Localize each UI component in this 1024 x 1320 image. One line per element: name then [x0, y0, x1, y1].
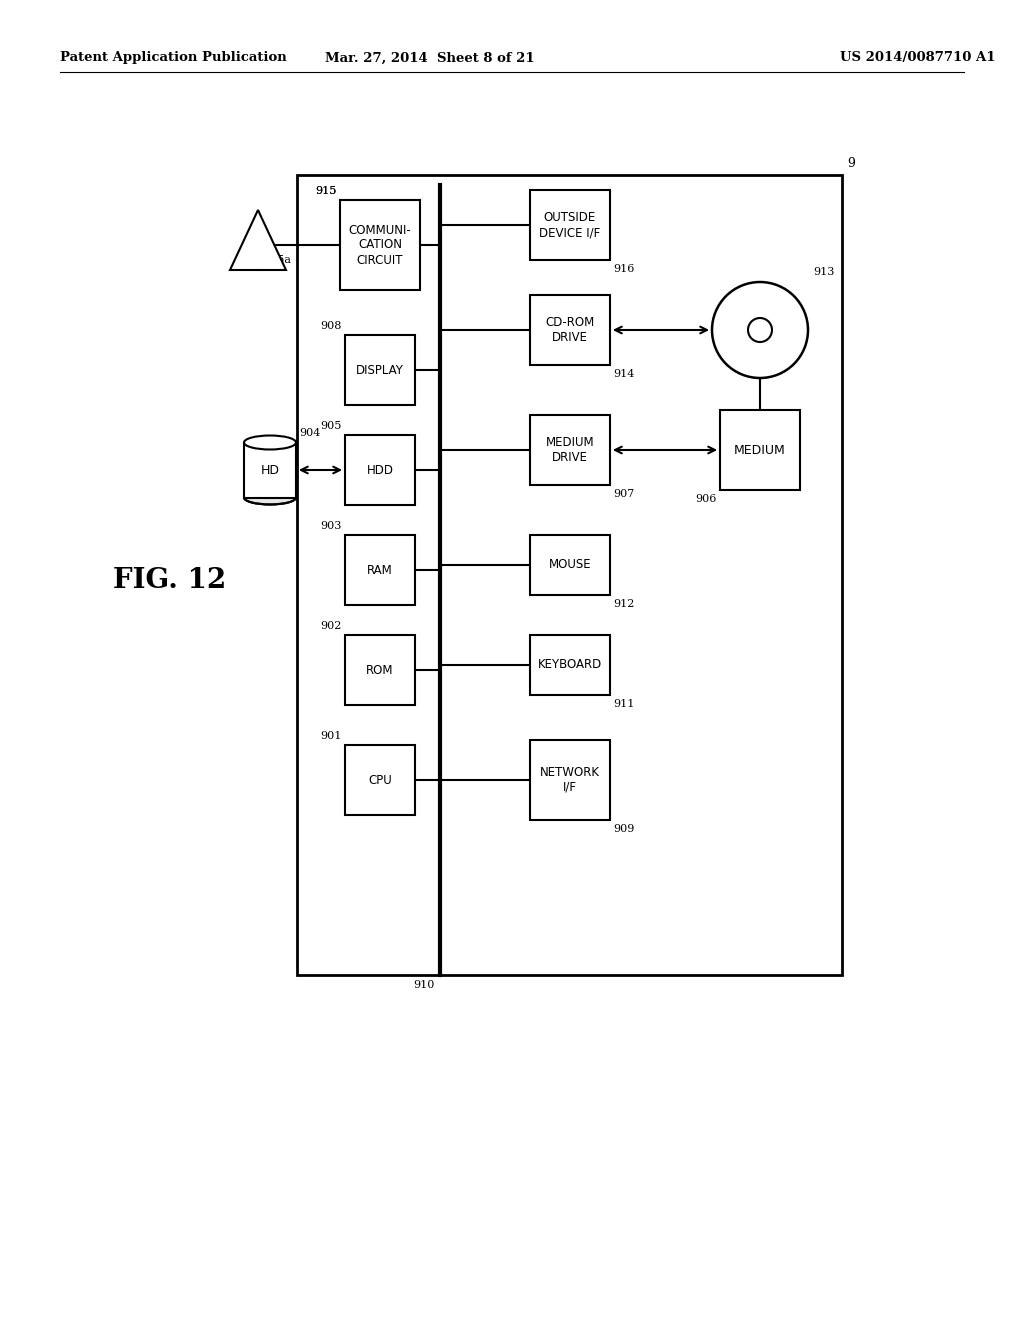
Text: MEDIUM: MEDIUM [734, 444, 785, 457]
Text: OUTSIDE
DEVICE I/F: OUTSIDE DEVICE I/F [540, 211, 601, 239]
Ellipse shape [712, 282, 808, 378]
Bar [244, 442, 296, 498]
Text: 910: 910 [414, 979, 435, 990]
Bar [345, 335, 415, 405]
Bar [340, 201, 420, 290]
Text: 913: 913 [813, 267, 835, 277]
Text: 911: 911 [613, 700, 635, 709]
Bar [297, 176, 842, 975]
Text: 905: 905 [321, 421, 342, 432]
Text: 902: 902 [321, 620, 342, 631]
Polygon shape [230, 210, 286, 271]
Text: 904: 904 [299, 429, 321, 438]
Text: 915: 915 [315, 186, 337, 195]
Text: MEDIUM
DRIVE: MEDIUM DRIVE [546, 436, 594, 465]
Bar [530, 414, 610, 484]
Bar [530, 635, 610, 696]
Text: DISPLAY: DISPLAY [356, 363, 403, 376]
Text: 908: 908 [321, 321, 342, 331]
Ellipse shape [748, 318, 772, 342]
Bar [345, 436, 415, 506]
Text: 901: 901 [321, 731, 342, 741]
Text: Patent Application Publication: Patent Application Publication [60, 51, 287, 65]
Ellipse shape [244, 436, 296, 450]
Bar [530, 294, 610, 366]
Text: 912: 912 [613, 599, 635, 609]
Bar [345, 535, 415, 605]
Text: 914: 914 [613, 370, 635, 379]
Bar [530, 741, 610, 820]
Text: MOUSE: MOUSE [549, 558, 591, 572]
Bar [345, 744, 415, 814]
Text: 907: 907 [613, 488, 634, 499]
Ellipse shape [244, 491, 296, 504]
Text: HDD: HDD [367, 463, 393, 477]
Text: CD-ROM
DRIVE: CD-ROM DRIVE [546, 315, 595, 345]
Text: HD: HD [260, 463, 280, 477]
Text: COMMUNI-
CATION
CIRCUIT: COMMUNI- CATION CIRCUIT [348, 223, 412, 267]
Text: 906: 906 [695, 494, 717, 504]
Text: 903: 903 [321, 521, 342, 531]
Text: 915: 915 [315, 186, 337, 195]
Bar [720, 411, 800, 490]
Bar [345, 635, 415, 705]
Bar [530, 190, 610, 260]
Text: US 2014/0087710 A1: US 2014/0087710 A1 [840, 51, 995, 65]
Text: 916: 916 [613, 264, 635, 275]
Bar [530, 535, 610, 595]
Text: CPU: CPU [368, 774, 392, 787]
Text: Mar. 27, 2014  Sheet 8 of 21: Mar. 27, 2014 Sheet 8 of 21 [326, 51, 535, 65]
Text: KEYBOARD: KEYBOARD [538, 659, 602, 672]
Text: ROM: ROM [367, 664, 394, 676]
Text: 915a: 915a [263, 255, 291, 265]
Text: FIG. 12: FIG. 12 [114, 566, 226, 594]
Text: NETWORK
I/F: NETWORK I/F [540, 766, 600, 795]
Text: 9: 9 [847, 157, 855, 170]
Text: 909: 909 [613, 824, 635, 834]
Text: RAM: RAM [368, 564, 393, 577]
